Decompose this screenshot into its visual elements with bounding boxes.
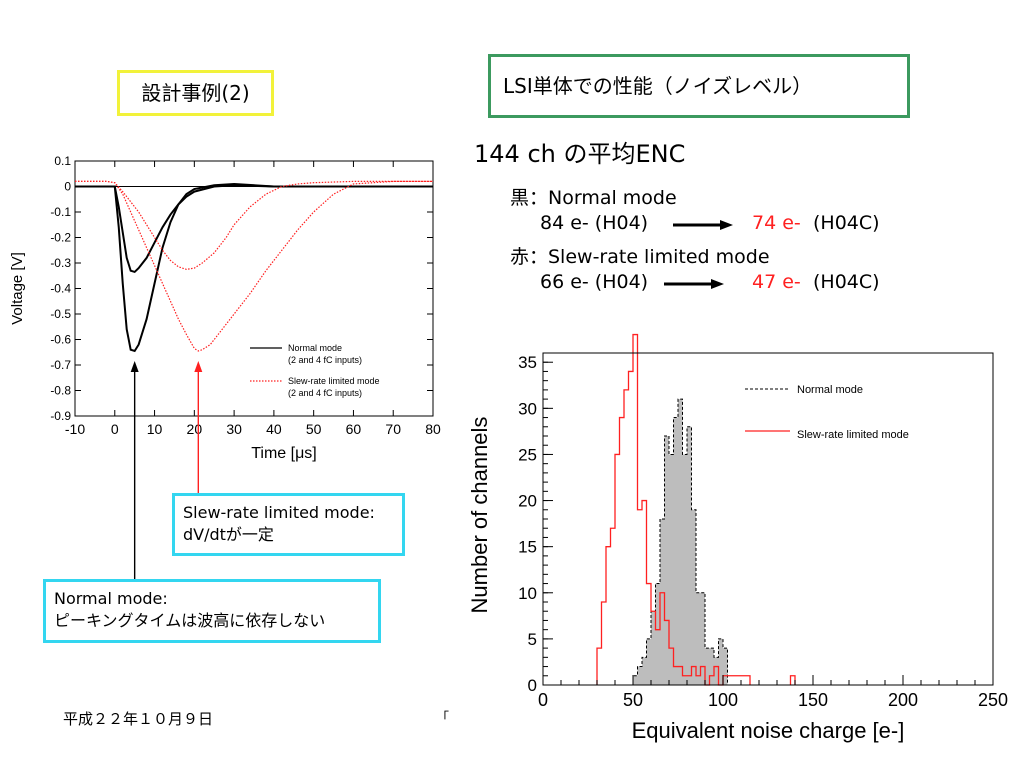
slide-title: 設計事例(2) [117, 70, 274, 116]
hist-x-tick-label: 150 [798, 690, 828, 710]
wave-y-tick-label: -0.9 [50, 409, 71, 423]
wave-x-tick-label: 60 [346, 421, 362, 437]
hist-y-tick-label: 30 [518, 399, 537, 418]
normal-note-box: Normal mode: ピーキングタイムは波高に依存しない [43, 579, 381, 643]
hist-x-axis-label: Equivalent noise charge [e-] [632, 718, 905, 743]
hist-x-tick-label: 0 [538, 690, 548, 710]
wave-x-tick-label: 70 [385, 421, 401, 437]
slew-note-text: dV/dtが一定 [183, 525, 274, 544]
black-arrow-icon [673, 220, 733, 230]
wave-x-tick-label: 20 [187, 421, 203, 437]
wave-y-tick-label: -0.4 [50, 282, 71, 296]
wave-series-normal [75, 182, 433, 353]
wave-legend-normal-sub: (2 and 4 fC inputs) [288, 355, 362, 365]
red-arrow-icon [664, 279, 724, 289]
hist-y-tick-label: 25 [518, 445, 537, 464]
wave-x-tick-label: 40 [266, 421, 282, 437]
hist-x-tick-label: 200 [888, 690, 918, 710]
wave-series-slew [75, 180, 433, 352]
wave-y-tick-label: -0.8 [50, 384, 71, 398]
hist-y-tick-label: 20 [518, 492, 537, 511]
wave-legend-slew-label: Slew-rate limited mode [288, 376, 380, 386]
red-before-value: 66 e- (H04) [540, 271, 649, 293]
red-after-value: 47 e- [752, 271, 801, 293]
slew-note-box: Slew-rate limited mode: dV/dtが一定 [172, 493, 405, 556]
hist-y-tick-label: 0 [528, 676, 537, 695]
wave-y-tick-label: 0.1 [54, 154, 71, 168]
wave-y-tick-label: -0.5 [50, 307, 71, 321]
waveform-chart: -10 0 10 20 30 40 50 60 70 80 0.1 0 -0.1 -0.2 -0.3 -0.4… [9, 154, 441, 462]
hist-x-tick-label: 100 [708, 690, 738, 710]
black-after-value: 74 e- [752, 212, 801, 234]
wave-x-tick-label: 50 [306, 421, 322, 437]
wave-y-tick-label: -0.1 [50, 205, 71, 219]
wave-x-tick-label: 0 [111, 421, 119, 437]
footer-fragment: 「 [436, 711, 450, 726]
wave-y-axis-label: Voltage [V] [9, 252, 26, 325]
wave-x-tick-label: 30 [226, 421, 242, 437]
wave-series-slew [75, 180, 433, 270]
black-after-tag: (H04C) [813, 212, 880, 234]
wave-series-normal [75, 184, 433, 274]
hist-normal-outline [632, 398, 728, 685]
performance-title: LSI単体での性能（ノイズレベル） [488, 54, 910, 118]
wave-x-tick-label: 80 [425, 421, 441, 437]
hist-y-tick-label: 35 [518, 353, 537, 372]
hist-legend-normal-label: Normal mode [797, 384, 863, 396]
wave-legend-normal-label: Normal mode [288, 343, 342, 353]
wave-x-axis-label: Time [μs] [251, 445, 317, 462]
wave-y-tick-label: -0.2 [50, 231, 71, 245]
hist-normal-fill [633, 399, 728, 685]
wave-y-tick-label: -0.7 [50, 358, 71, 372]
hist-plot-frame [542, 352, 994, 686]
black-mode-label: 黒：Normal mode [510, 187, 677, 209]
wave-y-tick-label: 0 [64, 180, 71, 194]
hist-x-tick-label: 50 [623, 690, 643, 710]
enc-header: 144 ch の平均ENC [474, 140, 686, 168]
normal-note-text: ピーキングタイムは波高に依存しない [54, 611, 326, 630]
hist-y-tick-label: 5 [528, 630, 537, 649]
slew-note-title: Slew-rate limited mode: [183, 503, 375, 522]
red-mode-label: 赤：Slew-rate limited mode [510, 246, 770, 268]
hist-y-tick-label: 15 [518, 538, 537, 557]
wave-x-tick-label: -10 [65, 421, 85, 437]
wave-y-tick-label: -0.3 [50, 256, 71, 270]
normal-note-title: Normal mode: [54, 589, 168, 608]
wave-x-tick-label: 10 [147, 421, 163, 437]
wave-y-tick-label: -0.6 [50, 333, 71, 347]
hist-y-axis-label: Number of channels [467, 417, 492, 614]
red-after-tag: (H04C) [813, 271, 880, 293]
black-before-value: 84 e- (H04) [540, 212, 649, 234]
hist-legend-slew-label: Slew-rate limited mode [797, 429, 909, 441]
wave-legend-slew-sub: (2 and 4 fC inputs) [288, 388, 362, 398]
hist-x-tick-label: 250 [978, 690, 1008, 710]
enc-histogram: 0 50 100 150 200 250 0 5 10 15 20 25 30 35 Equivalent … [467, 333, 1008, 743]
footer-date: 平成２２年１０月９日 [63, 710, 214, 728]
hist-y-tick-label: 10 [518, 584, 537, 603]
